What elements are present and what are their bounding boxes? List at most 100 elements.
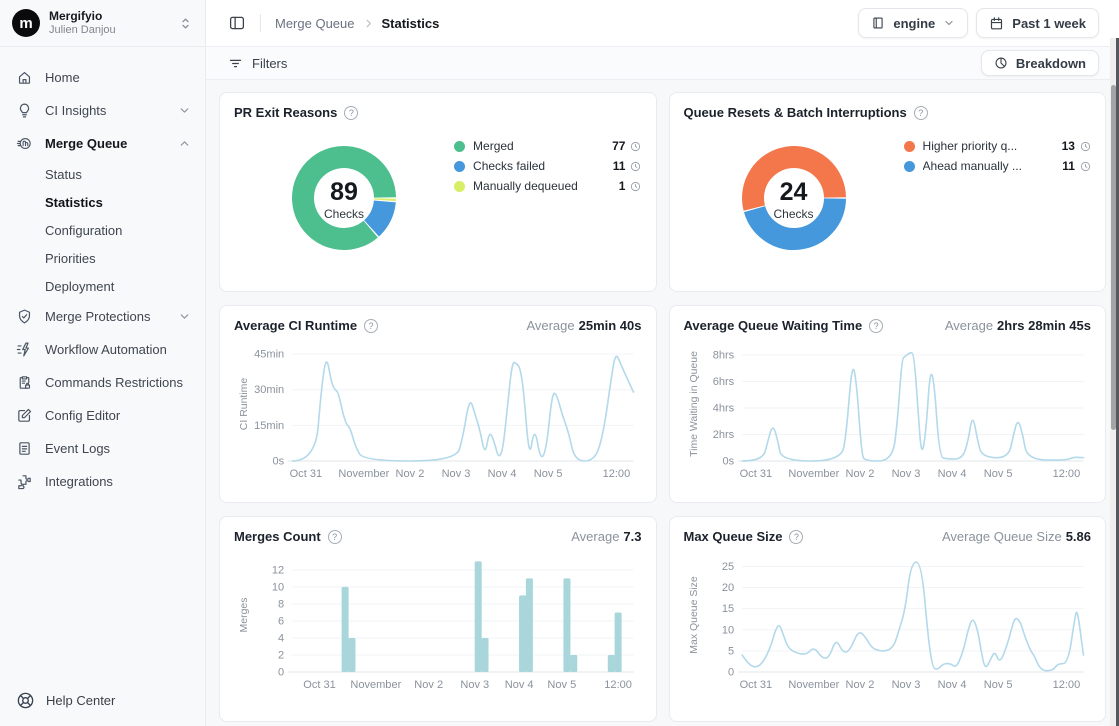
breakdown-label: Breakdown xyxy=(1016,56,1086,71)
sidebar-item-label: Commands Restrictions xyxy=(45,375,191,390)
time-range-label: Past 1 week xyxy=(1012,16,1086,31)
svg-text:2hrs: 2hrs xyxy=(712,429,734,441)
sidebar: m Mergifyio Julien Danjou Home CI Insigh… xyxy=(0,0,206,726)
filters-label: Filters xyxy=(252,56,287,71)
svg-text:Nov 3: Nov 3 xyxy=(442,468,471,480)
sidebar-item-label: Statistics xyxy=(45,195,103,210)
svg-text:Nov 2: Nov 2 xyxy=(414,679,443,691)
sidebar-item-label: Status xyxy=(45,167,82,182)
filters-button[interactable]: Filters xyxy=(228,56,287,71)
help-icon[interactable]: ? xyxy=(914,106,928,120)
clock-icon[interactable] xyxy=(1080,141,1091,152)
sidebar-item-ci-insights[interactable]: CI Insights xyxy=(0,94,205,127)
sidebar-item-configuration[interactable]: Configuration xyxy=(0,216,205,244)
help-icon[interactable]: ? xyxy=(344,106,358,120)
svg-text:November: November xyxy=(338,468,389,480)
average-stat: Average25min 40s xyxy=(526,318,641,333)
legend-value: 13 xyxy=(1062,139,1075,153)
svg-text:20: 20 xyxy=(721,582,733,594)
clock-icon[interactable] xyxy=(630,181,641,192)
chevron-down-icon xyxy=(178,104,191,117)
pencil-square-icon xyxy=(16,407,34,425)
svg-text:Nov 4: Nov 4 xyxy=(937,468,966,480)
sidebar-item-config-editor[interactable]: Config Editor xyxy=(0,399,205,432)
card-queue-waiting-time: Average Queue Waiting Time ? Average2hrs… xyxy=(669,305,1107,503)
help-icon[interactable]: ? xyxy=(789,530,803,544)
legend-item-ahead-manually[interactable]: Ahead manually ... 11 xyxy=(904,156,1091,176)
sidebar-item-status[interactable]: Status xyxy=(0,160,205,188)
breadcrumb: Merge Queue Statistics xyxy=(275,16,439,31)
card-title: Max Queue Size xyxy=(684,529,783,544)
legend-item-merged[interactable]: Merged 77 xyxy=(454,136,641,156)
svg-text:4hrs: 4hrs xyxy=(712,402,734,414)
clock-icon[interactable] xyxy=(1080,161,1091,172)
chevron-down-icon xyxy=(943,17,955,29)
repository-icon xyxy=(871,16,885,30)
svg-text:0: 0 xyxy=(278,667,284,679)
org-switcher[interactable]: m Mergifyio Julien Danjou xyxy=(0,0,205,47)
breakdown-button[interactable]: Breakdown xyxy=(981,50,1099,76)
card-title: Average Queue Waiting Time xyxy=(684,318,863,333)
org-texts: Mergifyio Julien Danjou xyxy=(49,10,169,36)
svg-text:12: 12 xyxy=(272,564,284,576)
card-ci-runtime: Average CI Runtime ? Average25min 40s 0s… xyxy=(219,305,657,503)
chevron-down-icon xyxy=(178,310,191,323)
ci-runtime-chart: 0s15min30min45minCI RuntimeOct 31Novembe… xyxy=(234,337,642,492)
svg-text:8: 8 xyxy=(278,598,284,610)
sidebar-item-statistics[interactable]: Statistics xyxy=(0,188,205,216)
svg-text:Nov 4: Nov 4 xyxy=(937,679,966,691)
average-stat: Average Queue Size5.86 xyxy=(942,529,1091,544)
legend-item-higher-priority[interactable]: Higher priority q... 13 xyxy=(904,136,1091,156)
help-icon[interactable]: ? xyxy=(328,530,342,544)
svg-text:Nov 5: Nov 5 xyxy=(547,679,576,691)
sidebar-toggle-icon[interactable] xyxy=(228,14,246,32)
svg-text:2: 2 xyxy=(278,650,284,662)
help-center-button[interactable]: Help Center xyxy=(0,674,205,726)
chevron-right-icon xyxy=(363,18,374,29)
card-title: Merges Count xyxy=(234,529,321,544)
sidebar-item-integrations[interactable]: Integrations xyxy=(0,465,205,498)
clock-icon[interactable] xyxy=(630,141,641,152)
help-icon[interactable]: ? xyxy=(869,319,883,333)
legend-label: Higher priority q... xyxy=(923,139,1054,153)
breadcrumb-merge-queue[interactable]: Merge Queue xyxy=(275,16,355,31)
sidebar-item-deployment[interactable]: Deployment xyxy=(0,272,205,300)
sidebar-item-label: Configuration xyxy=(45,223,122,238)
svg-text:Nov 3: Nov 3 xyxy=(891,468,920,480)
scrollbar-thumb[interactable] xyxy=(1111,85,1116,430)
sidebar-item-label: Integrations xyxy=(45,474,191,489)
time-range-button[interactable]: Past 1 week xyxy=(976,8,1099,38)
lightbulb-icon xyxy=(16,102,34,120)
unfold-icon xyxy=(178,16,193,31)
svg-text:Nov 5: Nov 5 xyxy=(983,468,1012,480)
sidebar-item-label: Config Editor xyxy=(45,408,191,423)
sidebar-item-label: Merge Queue xyxy=(45,136,167,151)
svg-text:12:00: 12:00 xyxy=(1052,468,1080,480)
legend-swatch xyxy=(904,161,915,172)
svg-text:Nov 2: Nov 2 xyxy=(845,679,874,691)
clock-icon[interactable] xyxy=(630,161,641,172)
sidebar-item-label: Priorities xyxy=(45,251,96,266)
card-title: PR Exit Reasons xyxy=(234,105,337,120)
sidebar-item-workflow-automation[interactable]: Workflow Automation xyxy=(0,333,205,366)
document-lines-icon xyxy=(16,440,34,458)
svg-text:6hrs: 6hrs xyxy=(712,376,734,388)
sidebar-item-label: Event Logs xyxy=(45,441,191,456)
sidebar-item-event-logs[interactable]: Event Logs xyxy=(0,432,205,465)
clipboard-lock-icon xyxy=(16,374,34,392)
shield-check-icon xyxy=(16,308,34,326)
help-icon[interactable]: ? xyxy=(364,319,378,333)
legend-item-checks-failed[interactable]: Checks failed 11 xyxy=(454,156,641,176)
topbar: Merge Queue Statistics engine Past 1 wee… xyxy=(206,0,1119,47)
scrollbar-track[interactable] xyxy=(1110,38,1119,726)
sidebar-item-priorities[interactable]: Priorities xyxy=(0,244,205,272)
sidebar-item-merge-queue[interactable]: Merge Queue xyxy=(0,127,205,160)
sidebar-item-commands-restrictions[interactable]: Commands Restrictions xyxy=(0,366,205,399)
legend-item-manually-dequeued[interactable]: Manually dequeued 1 xyxy=(454,176,641,196)
sidebar-item-merge-protections[interactable]: Merge Protections xyxy=(0,300,205,333)
sidebar-item-home[interactable]: Home xyxy=(0,61,205,94)
app-window: m Mergifyio Julien Danjou Home CI Insigh… xyxy=(0,0,1119,726)
repository-selector[interactable]: engine xyxy=(858,8,968,38)
svg-text:Nov 4: Nov 4 xyxy=(505,679,534,691)
help-center-label: Help Center xyxy=(46,693,115,708)
